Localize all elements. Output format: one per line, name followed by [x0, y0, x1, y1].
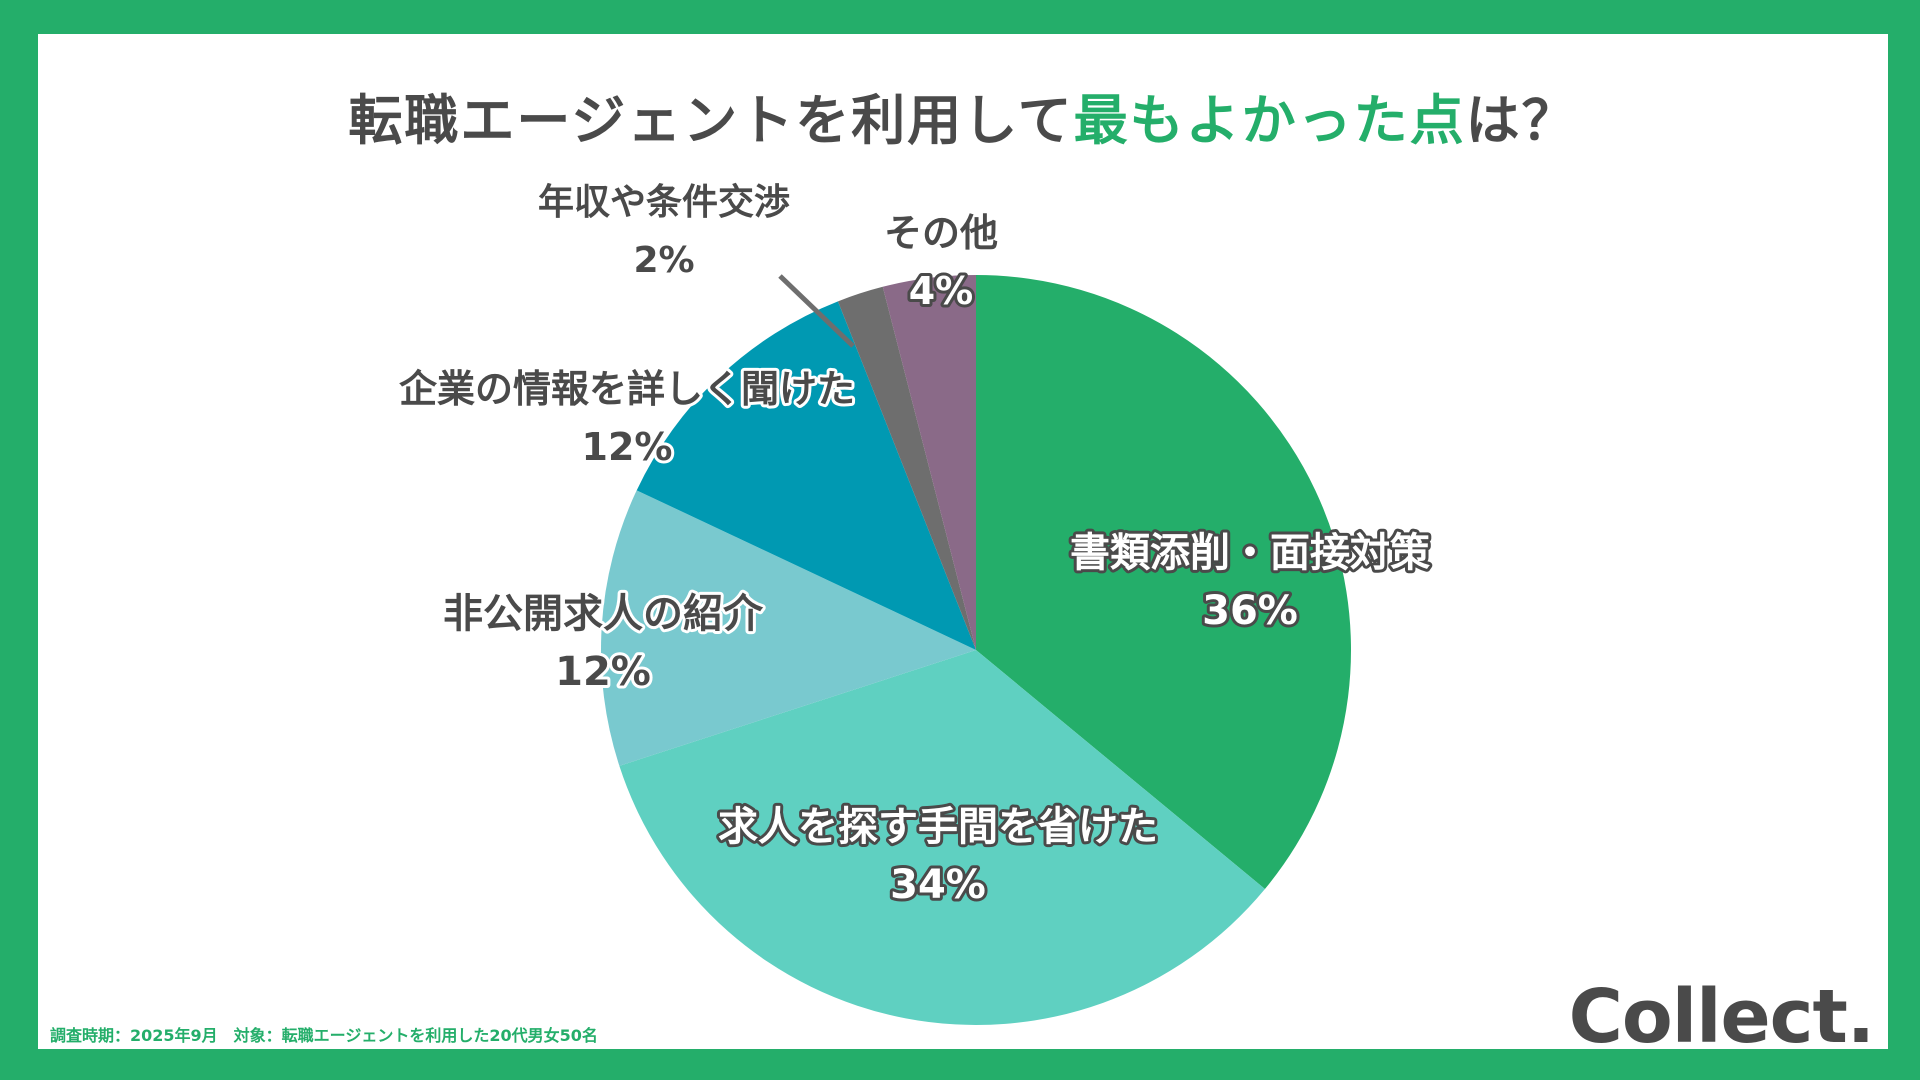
pie-slice-6: [882, 275, 976, 650]
slice-value-2: 34%: [890, 862, 986, 908]
pie-slice-5: [837, 286, 976, 650]
slice-label-3: 非公開求人の紹介: [443, 591, 764, 637]
slice-value-4: 12%: [582, 425, 673, 469]
slice-value-6: 4%: [909, 269, 974, 313]
pie-slice-1: [976, 275, 1351, 890]
title-highlight: 最もよかった点: [1073, 89, 1466, 152]
slice-value-5: 2%: [633, 240, 694, 281]
collect-logo: Collect.: [1568, 974, 1875, 1060]
slice-value-3: 12%: [555, 649, 651, 695]
chart-title: 転職エージェントを利用して最もよかった点は？: [38, 76, 1888, 155]
slice-label-6: その他: [884, 211, 998, 255]
title-suffix: は？: [1465, 89, 1578, 152]
title-prefix: 転職エージェントを利用して: [348, 89, 1074, 152]
slice-value-1: 36%: [1202, 588, 1298, 634]
pie-chart: 書類添削・面接対策 36% 求人を探す手間を省けた 34% 非公開求人の紹介 12% 企業の…: [396, 181, 1433, 1025]
pie-slice-4: [636, 301, 976, 650]
pie-slice-3: [600, 490, 976, 766]
pie-slices: [600, 275, 1351, 1025]
slice-label-5: 年収や条件交渉: [538, 181, 790, 223]
survey-footnote: 調査時期：2025年9月 対象：転職エージェントを利用した20代男女50名: [50, 1026, 598, 1045]
leader-line-5: [778, 274, 855, 348]
slice-label-4: 企業の情報を詳しく聞けた: [399, 367, 855, 411]
chart-card: 転職エージェントを利用して最もよかった点は？ 書類添削・面接対策 36% 求人を探す…: [38, 34, 1888, 1060]
slice-label-2: 求人を探す手間を省けた: [718, 804, 1158, 850]
pie-slice-2: [619, 650, 1265, 1025]
slice-label-1: 書類添削・面接対策: [1070, 530, 1430, 576]
